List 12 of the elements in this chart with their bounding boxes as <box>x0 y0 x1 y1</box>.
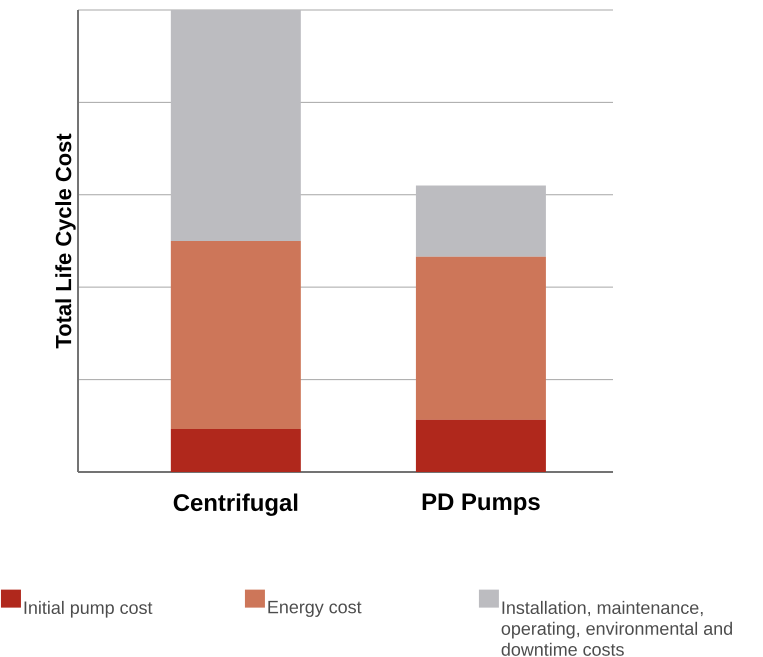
bar <box>170 429 301 472</box>
y-axis-title: Total Life Cycle Cost <box>55 134 76 348</box>
x-tick-label: Centrifugal <box>174 494 298 516</box>
bar <box>170 240 301 430</box>
bar <box>416 186 546 257</box>
legend-label: Energy cost <box>268 600 362 617</box>
bar <box>416 420 546 472</box>
bar <box>416 256 546 420</box>
legend-label: Initial pump cost <box>24 600 152 618</box>
bar <box>170 10 301 241</box>
legend-label: Installation, maintenance, operating, environmental and downtime costs <box>502 600 732 656</box>
x-tick-label: PD Pumps <box>422 494 540 515</box>
